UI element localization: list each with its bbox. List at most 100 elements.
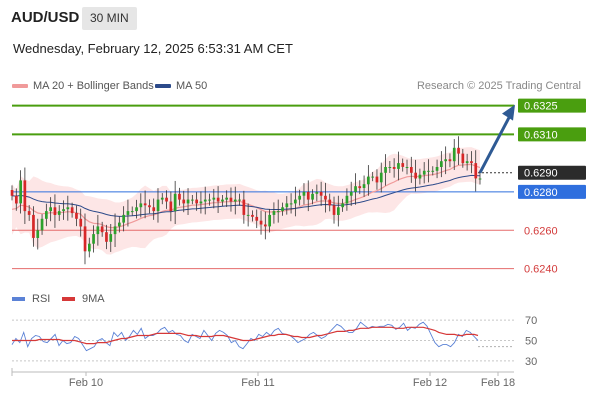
candle-body [160,197,164,200]
candle-body [182,199,186,204]
candle-body [225,197,228,200]
rsi-tick-50: 50 [525,336,537,348]
candle-body [130,211,134,213]
candle-body [53,207,57,215]
candle-body [431,170,435,172]
candle-body [392,167,396,169]
candle-body [306,191,310,200]
candle-body [45,211,48,219]
candle-body [246,214,250,216]
candle-body [62,209,65,212]
candle-body [221,199,224,202]
legend-ma50: MA 50 [155,80,207,92]
legend-bollinger-label: MA 20 + Bollinger Bands [33,80,154,92]
candle-body [337,207,340,215]
candle-body [298,195,301,200]
candle-body [203,199,207,202]
candle-body [470,161,473,164]
candle-body [427,170,430,172]
candle-body [173,193,177,212]
candle-body [212,197,216,200]
candle-body [19,180,22,204]
candle-body [465,161,469,164]
candle-body [57,211,61,215]
legend-bollinger: MA 20 + Bollinger Bands [12,80,154,92]
rsi-tick-70: 70 [525,315,537,327]
candle-body [27,211,31,215]
candle-body [40,218,44,231]
candle-body [79,218,83,227]
candle-body [349,191,353,196]
level-tag-0.6280 [518,184,586,199]
candle-body [358,186,362,189]
candle-body [199,201,203,204]
candle-body [109,234,113,242]
candle-body [289,203,293,205]
candle-body [272,211,276,215]
candle-body [186,199,190,204]
candle-body [294,199,297,204]
candle-body [139,203,143,208]
candle-body [32,214,35,238]
candle-body [410,167,413,173]
candle-body [375,176,379,183]
candle-body [118,222,121,227]
candle-body [418,174,422,179]
bollinger-swatch [12,84,28,89]
candle-body [422,170,426,175]
ma50-swatch [155,84,171,89]
candle-body [435,167,439,171]
candle-body [341,203,344,208]
candle-body [319,191,323,196]
candle-body [397,163,400,169]
candle-body [268,214,271,227]
candle-body [345,195,349,204]
rsi-line [11,321,479,352]
candle-body [478,178,482,180]
candle-body [143,203,147,206]
candle-body [113,226,117,235]
candle-body [362,184,366,188]
candle-body [195,199,198,204]
candle-body [444,159,447,162]
legend-9ma-label: 9MA [82,293,105,305]
level-label-0.6280: 0.6280 [524,187,558,199]
candle-body [388,167,392,168]
candle-body [178,193,181,200]
candle-body [452,147,456,162]
candle-body [440,161,443,167]
candle-body [414,172,417,179]
candle-body [233,199,237,202]
level-tag-0.6290 [518,165,586,180]
candle-body [191,199,194,201]
projection-arrow-shaft [478,116,511,174]
candle-body [448,159,452,162]
candle-body [165,197,168,202]
candle-body [15,195,18,204]
candle-body [332,205,336,215]
candle-body [255,216,259,221]
candle-body [324,195,327,200]
candle-body [148,205,151,208]
chart-datetime: Wednesday, February 12, 2025 6:53:31 AM … [13,41,293,56]
candle-body [10,190,14,196]
candle-body [259,220,263,225]
level-label-0.6260: 0.6260 [524,225,558,237]
x-tick-label: Feb 12 [413,377,447,389]
ma50-line [11,174,481,217]
rsi-9ma-line [12,326,479,345]
timeframe-badge[interactable]: 30 MIN [82,7,137,30]
candle-body [169,201,173,212]
x-tick-label: Feb 18 [481,377,515,389]
candle-body [354,186,357,192]
candle-body [251,214,254,217]
level-tag-0.6325 [518,98,586,113]
legend-rsi: RSI [12,293,50,305]
candle-body [311,193,314,200]
bollinger-band-fill [12,147,480,255]
candle-body [242,199,246,215]
candle-body [100,226,104,233]
candle-body [474,163,478,179]
candle-body [208,199,211,201]
